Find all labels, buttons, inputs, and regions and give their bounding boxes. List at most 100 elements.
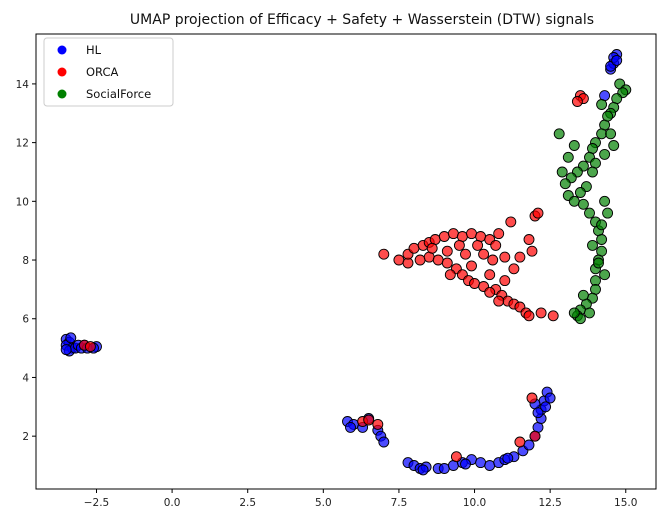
point-orca-61	[453, 239, 465, 251]
point-socialforce-39	[587, 166, 598, 178]
point-orca-41	[523, 310, 535, 322]
point-hl-21	[345, 421, 356, 433]
point-hl-13	[65, 332, 77, 344]
point-hl-50	[502, 452, 514, 464]
point-hl-56	[611, 54, 623, 66]
x-tick-label: 7.5	[391, 497, 408, 509]
chart-title: UMAP projection of Efficacy + Safety + W…	[130, 12, 594, 28]
point-hl-44	[544, 392, 556, 404]
point-socialforce-18	[584, 207, 595, 219]
point-orca-10	[393, 254, 405, 266]
point-orca-20	[466, 228, 477, 240]
point-socialforce-43	[602, 207, 614, 219]
point-orca-55	[466, 260, 477, 272]
point-orca-9	[378, 248, 390, 260]
point-orca-48	[514, 251, 526, 263]
legend-marker-orca	[57, 67, 67, 77]
point-socialforce-51	[562, 151, 574, 163]
legend: HL ORCA SocialForce	[43, 37, 174, 107]
point-orca-17	[438, 231, 450, 242]
point-hl-49	[460, 458, 471, 470]
point-socialforce-33	[596, 99, 608, 110]
point-orca-18	[447, 228, 459, 240]
point-hl-12	[60, 344, 72, 356]
point-socialforce-14	[559, 178, 571, 190]
point-socialforce-35	[605, 128, 617, 140]
point-orca-56	[441, 245, 453, 257]
point-socialforce-21	[596, 234, 608, 245]
point-orca-25	[414, 254, 426, 266]
point-orca-34	[484, 269, 496, 281]
point-orca-45	[493, 295, 505, 307]
point-orca-42	[535, 307, 547, 319]
point-orca-60	[444, 269, 456, 281]
point-orca-5	[450, 451, 462, 463]
point-orca-53	[526, 245, 538, 257]
point-orca-7	[529, 430, 541, 442]
point-socialforce-16	[568, 195, 580, 207]
y-tick-label: 10	[16, 196, 29, 208]
point-socialforce-48	[577, 289, 589, 301]
point-socialforce-37	[599, 148, 611, 160]
point-orca-24	[493, 228, 505, 240]
point-orca-27	[432, 254, 444, 266]
legend-marker-hl	[57, 45, 67, 55]
point-socialforce-7	[596, 128, 608, 140]
point-orca-59	[472, 239, 484, 251]
point-socialforce-49	[584, 307, 595, 319]
point-socialforce-17	[577, 198, 589, 210]
point-hl-27	[438, 463, 450, 474]
point-orca-51	[532, 207, 544, 219]
point-hl-32	[484, 460, 496, 471]
point-orca-47	[508, 263, 520, 275]
point-hl-37	[523, 439, 535, 451]
point-orca-46	[499, 275, 511, 287]
legend-marker-socialforce	[57, 89, 67, 99]
y-tick-label: 12	[16, 138, 29, 150]
point-orca-23	[490, 239, 502, 251]
point-orca-58	[460, 248, 471, 260]
point-hl-48	[417, 464, 429, 476]
x-tick-label: 10.0	[463, 497, 486, 509]
point-socialforce-50	[553, 128, 565, 140]
x-tick-label: 2.5	[239, 497, 256, 509]
point-socialforce-53	[568, 140, 580, 151]
point-orca-3	[372, 418, 384, 430]
point-socialforce-42	[599, 195, 611, 207]
point-orca-54	[478, 248, 490, 260]
point-orca-4	[363, 414, 375, 426]
point-orca-43	[547, 310, 559, 322]
axis-ticks: −2.5 0.0 2.5 5.0 7.5 10.0 12.5 15.0 2 4 6 8 10 12 14	[16, 79, 638, 509]
point-orca-1	[84, 341, 96, 353]
legend-box	[43, 37, 174, 107]
x-tick-label: 5.0	[315, 497, 332, 509]
point-hl-46	[532, 407, 544, 419]
point-socialforce-41	[574, 187, 586, 198]
point-orca-28	[441, 257, 453, 269]
point-hl-47	[540, 401, 552, 413]
point-socialforce-52	[556, 166, 568, 178]
point-orca-32	[469, 278, 480, 289]
y-tick-label: 6	[22, 314, 29, 326]
y-tick-label: 2	[22, 431, 29, 443]
point-orca-44	[484, 286, 496, 298]
legend-label-socialforce: SocialForce	[86, 87, 151, 101]
point-orca-52	[505, 216, 517, 228]
point-orca-13	[408, 242, 420, 254]
point-orca-6	[526, 392, 538, 404]
point-hl-20	[378, 436, 390, 448]
point-orca-63	[499, 251, 511, 263]
point-orca-49	[523, 234, 535, 245]
y-tick-label: 8	[22, 255, 29, 267]
plot-area	[35, 33, 657, 490]
x-tick-label: −2.5	[84, 497, 110, 509]
point-orca-62	[487, 254, 499, 266]
point-orca-57	[426, 242, 438, 254]
y-tick-label: 4	[22, 372, 29, 384]
point-socialforce-46	[593, 257, 604, 269]
point-socialforce-44	[596, 219, 608, 231]
point-socialforce-32	[568, 307, 580, 319]
x-tick-label: 12.5	[538, 497, 561, 509]
data-points	[60, 49, 632, 476]
y-tick-label: 14	[16, 79, 30, 91]
